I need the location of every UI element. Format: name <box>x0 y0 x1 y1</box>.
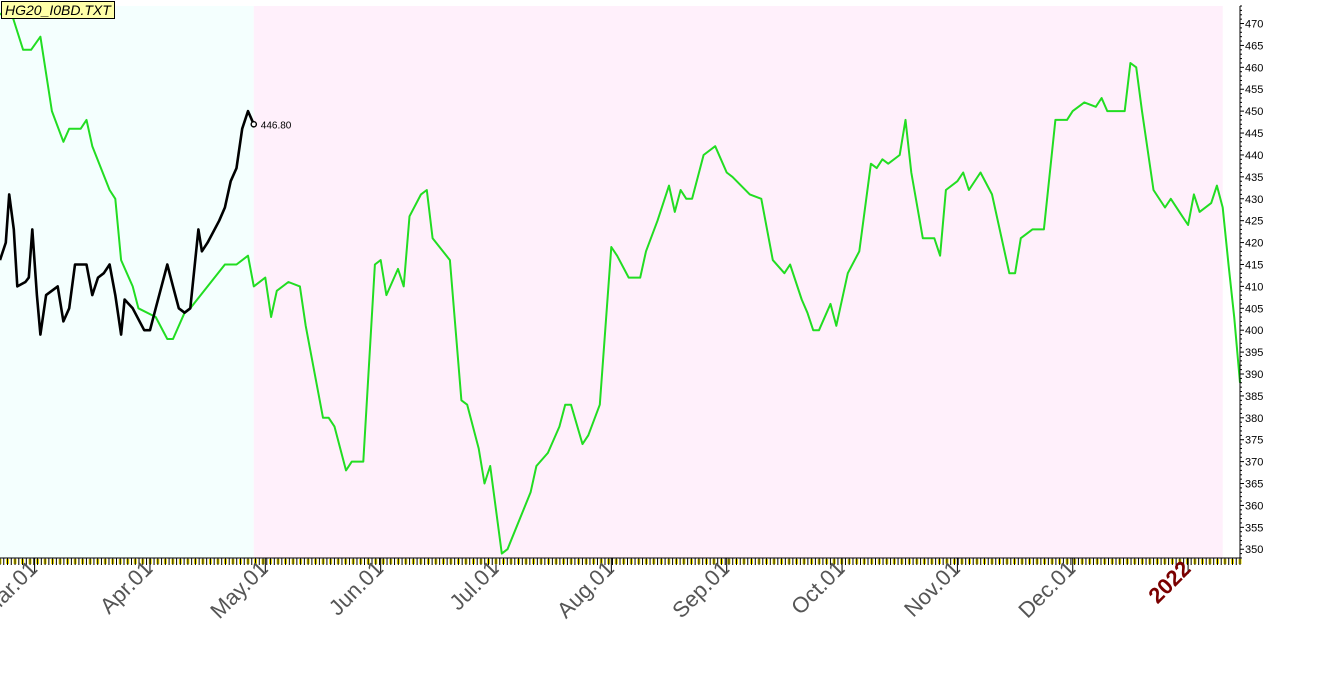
x-tick-label: Dec.01 <box>1013 556 1080 623</box>
y-tick-label: 450 <box>1245 106 1263 118</box>
y-tick-label: 360 <box>1245 500 1263 512</box>
y-tick-label: 390 <box>1245 369 1263 381</box>
x-axis: Mar.01 Apr.01 May.01 Jun.01 Jul.01 Aug.01 Sep.… <box>0 556 1242 624</box>
chart-background <box>0 6 1223 558</box>
y-tick-label: 440 <box>1245 150 1263 162</box>
x-tick-label: Oct.01 <box>786 556 850 620</box>
y-tick-label: 375 <box>1245 435 1263 447</box>
chart-series <box>0 5 1241 555</box>
y-tick-label: 435 <box>1245 172 1263 184</box>
y-tick-label: 470 <box>1245 19 1263 31</box>
y-tick-label: 460 <box>1245 62 1263 74</box>
x-tick-label: Aug.01 <box>552 556 619 623</box>
y-tick-label: 430 <box>1245 194 1263 206</box>
y-tick-label: 350 <box>1245 544 1263 556</box>
y-tick-label: 370 <box>1245 457 1263 469</box>
y-tick-label: 420 <box>1245 238 1263 250</box>
series-line-0 <box>0 5 1241 555</box>
shaded-region-0 <box>0 6 254 558</box>
shaded-region-1 <box>253 6 1223 558</box>
y-tick-label: 400 <box>1245 325 1263 337</box>
y-tick-label: 365 <box>1245 479 1263 491</box>
x-tick-label: Mar.01 <box>0 556 42 621</box>
y-tick-label: 415 <box>1245 259 1263 271</box>
y-tick-label: 465 <box>1245 40 1263 52</box>
y-tick-label: 455 <box>1245 84 1263 96</box>
y-tick-label: 425 <box>1245 216 1263 228</box>
x-tick-label: Apr.01 <box>95 556 158 619</box>
series-line-1 <box>0 109 255 336</box>
y-tick-label: 380 <box>1245 413 1263 425</box>
y-axis: 470 465 460 455 450 445 440 435 430 425 420 415 410 4… <box>1239 5 1263 559</box>
y-tick-label: 445 <box>1245 128 1263 140</box>
x-tick-label: Nov.01 <box>899 556 965 622</box>
last-value-label: 446.80 <box>261 120 292 131</box>
y-tick-label: 355 <box>1245 522 1263 534</box>
x-tick-label: Sep.01 <box>667 556 734 623</box>
x-tick-label: Jun.01 <box>324 556 388 620</box>
last-point-marker <box>250 120 258 128</box>
last-value-marker: 446.80 <box>250 120 292 131</box>
y-tick-label: 405 <box>1245 303 1263 315</box>
y-tick-label: 385 <box>1245 391 1263 403</box>
y-tick-label: 410 <box>1245 281 1263 293</box>
x-tick-label: May.01 <box>205 556 273 624</box>
x-tick-highlight <box>0 559 2 564</box>
y-tick-label: 395 <box>1245 347 1263 359</box>
file-name-label: HG20_I0BD.TXT <box>1 1 115 19</box>
